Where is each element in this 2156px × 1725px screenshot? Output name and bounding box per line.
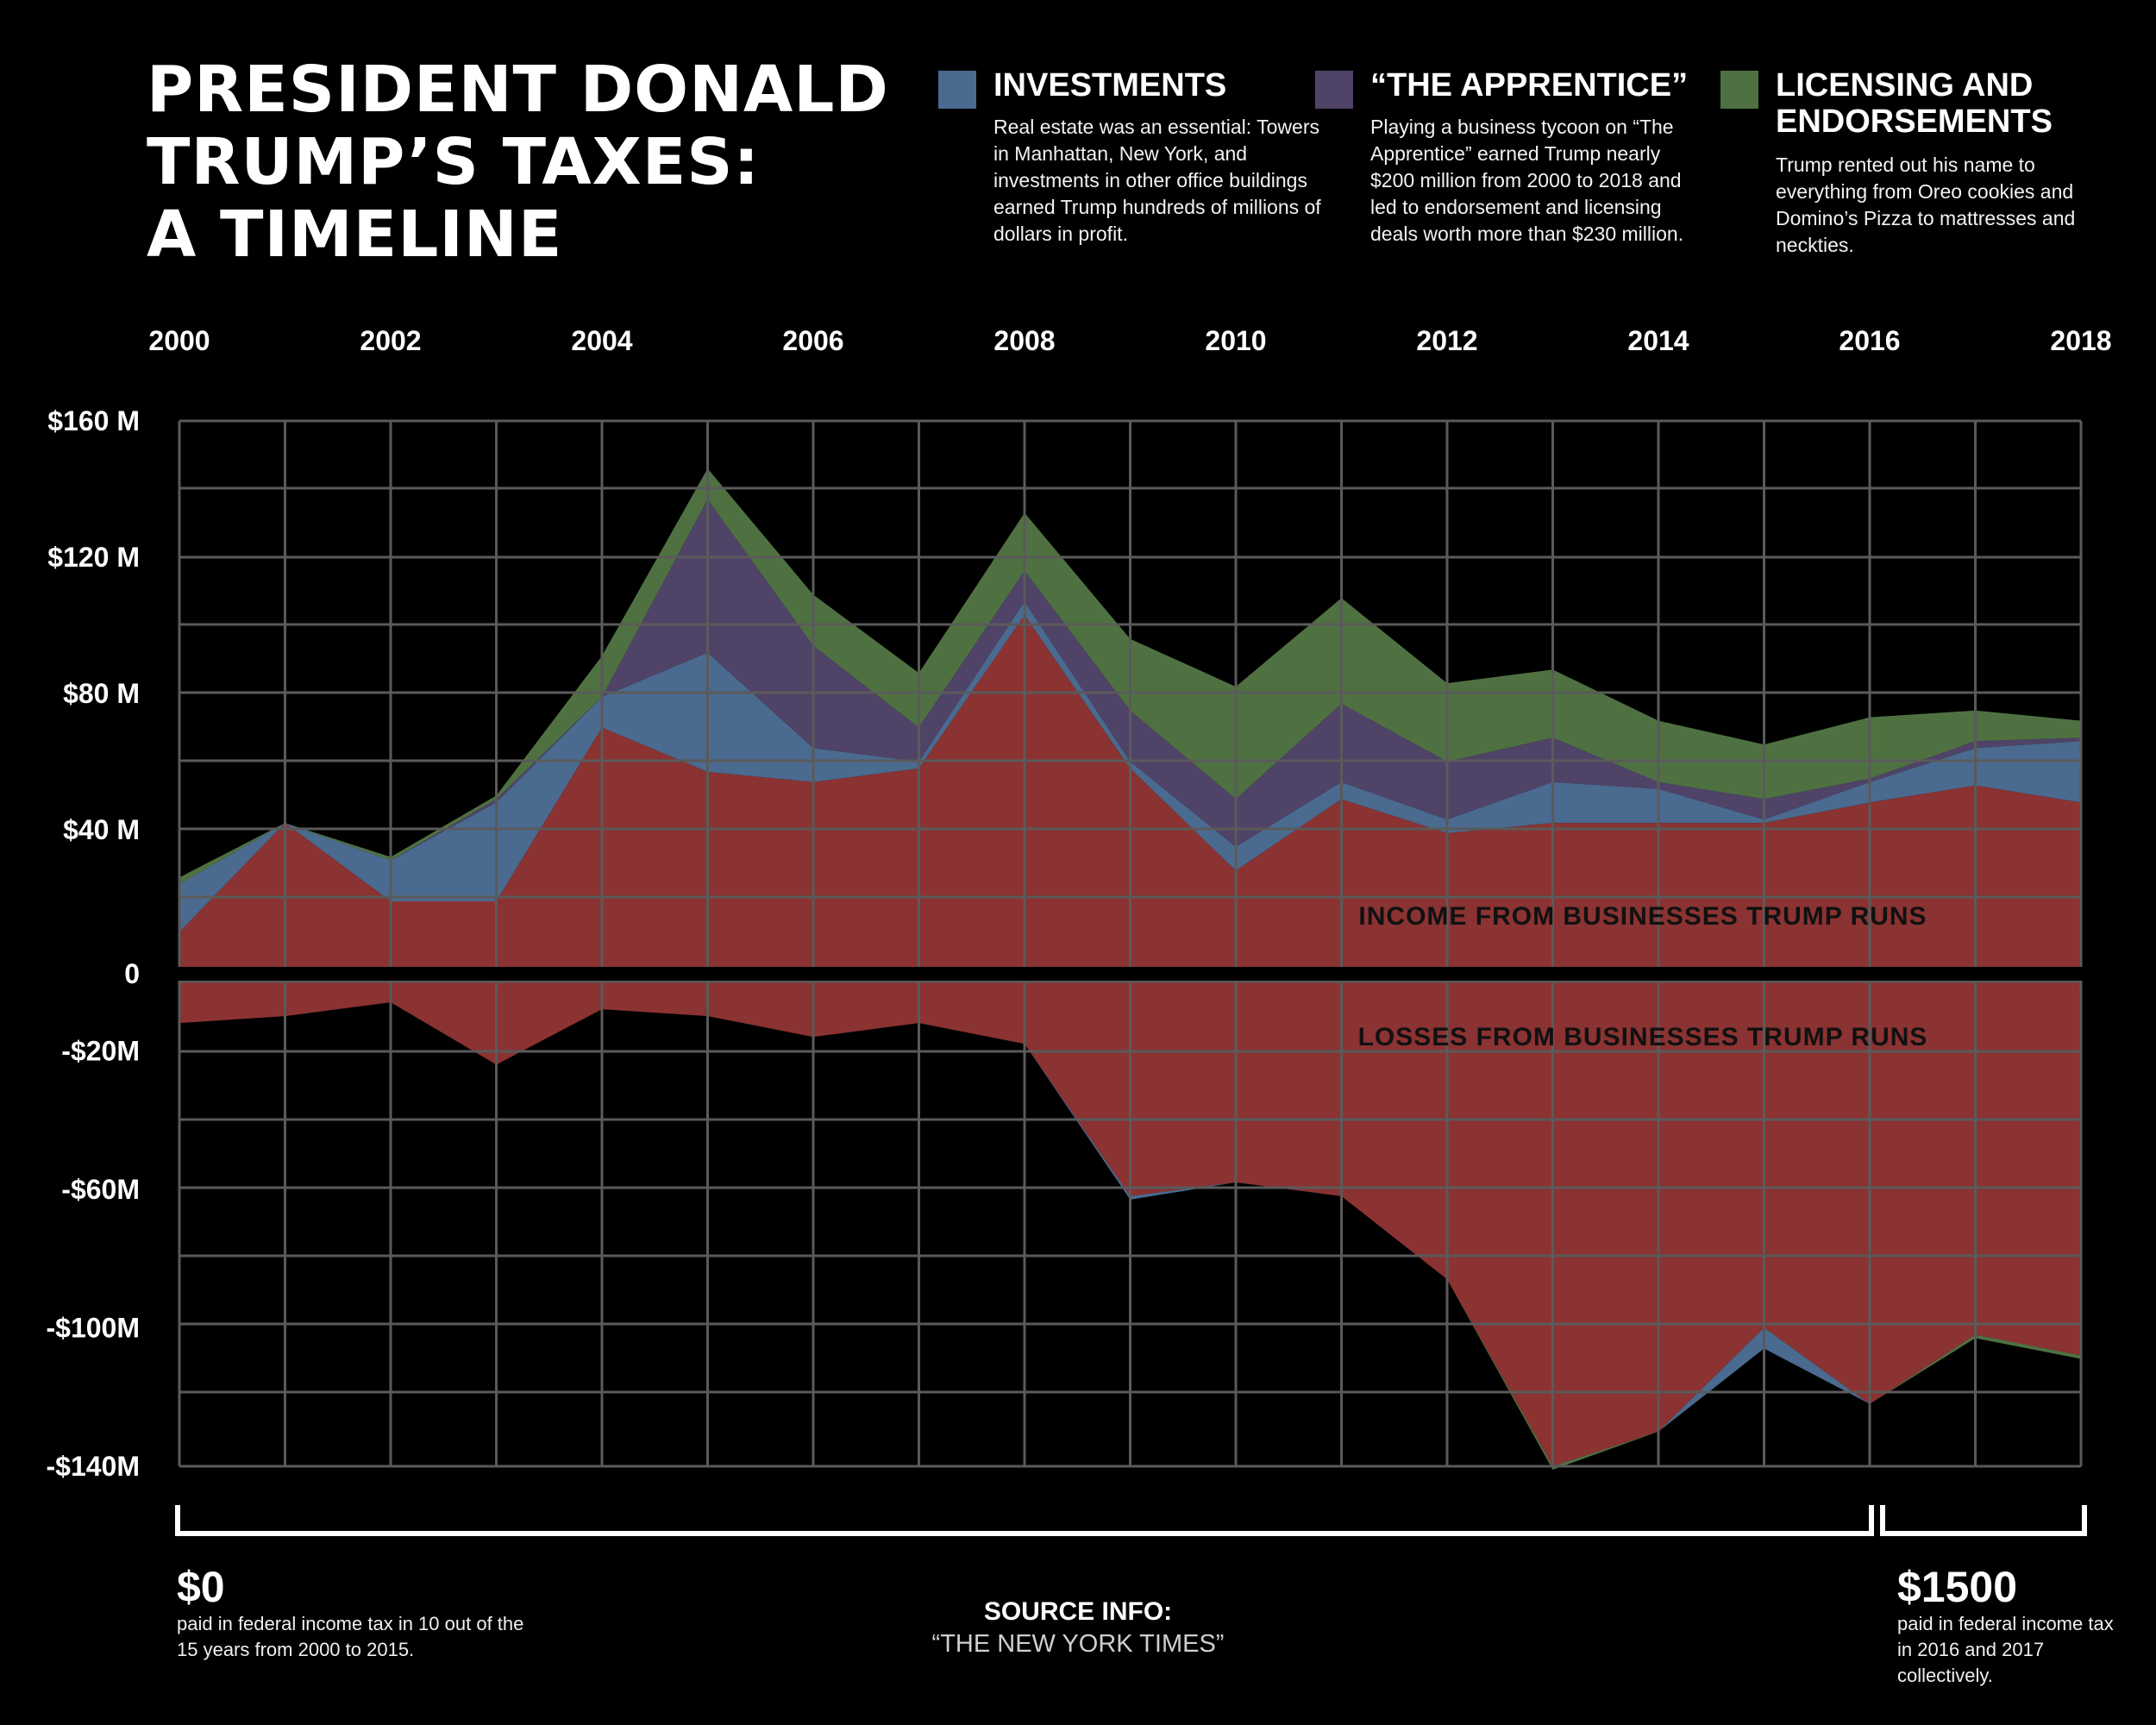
income-label: INCOME FROM BUSINESSES TRUMP RUNS [1358,902,1927,931]
bracket-2000-2015 [175,1505,1874,1536]
zero-axis [177,967,2083,981]
x-tick-label: 2010 [1205,325,1266,356]
x-tick-label: 2004 [571,325,632,356]
note-1500-text: paid in federal income tax in 2016 and 2… [1897,1613,2114,1686]
note-zero-amount: $0 [177,1563,225,1611]
losses-label: LOSSES FROM BUSINESSES TRUMP RUNS [1358,1023,1928,1051]
x-tick-label: 2000 [148,325,210,356]
tax-brackets [175,1505,2087,1536]
x-tick-label: 2002 [360,325,421,356]
note-zero-tax: $0 paid in federal income tax in 10 out … [177,1563,539,1663]
legend-title-apprentice: “THE APPRENTICE” [1370,67,1689,104]
y-tick-label: $80 M [63,678,140,709]
legend-title-licensing-line-1: LICENSING AND [1776,67,2034,104]
bracket-2016-2017 [1880,1505,2087,1536]
x-tick-label: 2018 [2050,325,2111,356]
x-tick-label: 2008 [993,325,1055,356]
y-tick-label: -$100M [47,1312,141,1343]
legend-desc-licensing: Trump rented out his name to everything … [1776,154,2076,256]
title-line-2: TRUMP’S TAXES: [147,125,761,199]
note-1500-amount: $1500 [1897,1563,2018,1611]
source-heading: SOURCE INFO: [983,1597,1173,1626]
source-value: “THE NEW YORK TIMES” [931,1630,1225,1658]
y-tick-label: $120 M [47,542,140,573]
y-tick-label: -$20M [61,1035,140,1066]
legend-swatch-investments [938,71,976,109]
y-tick-label: -$60M [61,1174,140,1205]
title-line-3: A TIMELINE [147,198,563,272]
page-title: PRESIDENT DONALD TRUMP’S TAXES: A TIMELI… [147,53,923,271]
y-tick-label: -$140M [47,1451,141,1482]
note-zero-text: paid in federal income tax in 10 out of … [177,1613,524,1660]
y-tick-label: $160 M [47,405,140,436]
legend-desc-investments: Real estate was an essential: Towers in … [993,116,1321,245]
note-1500-tax: $1500 paid in federal income tax in 2016… [1897,1563,2130,1689]
legend-title-investments: INVESTMENTS [993,67,1227,104]
y-tick-label: $40 M [63,814,140,845]
title-line-1: PRESIDENT DONALD [147,53,889,127]
area-losses [179,966,2081,1466]
x-tick-label: 2016 [1839,325,1900,356]
legend-title-licensing: LICENSING AND ENDORSEMENTS [1776,67,2053,140]
y-tick-label: 0 [124,958,140,989]
x-tick-label: 2014 [1627,325,1689,356]
legend-swatch-apprentice [1315,71,1353,109]
legend-swatch-licensing [1720,71,1758,109]
legend-title-licensing-line-2: ENDORSEMENTS [1776,104,2053,140]
legend-desc-apprentice: Playing a business tycoon on “The Appren… [1370,116,1684,245]
x-tick-label: 2006 [782,325,843,356]
source-info: SOURCE INFO: “THE NEW YORK TIMES” [776,1597,1380,1659]
x-tick-label: 2012 [1416,325,1477,356]
